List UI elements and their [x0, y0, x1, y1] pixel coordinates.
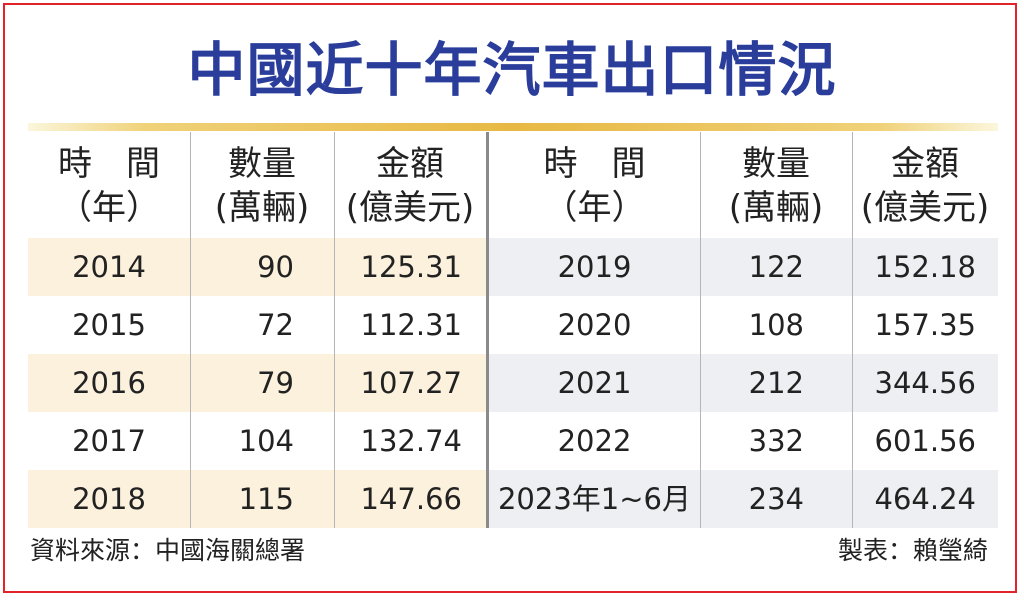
table-cell-year: 2019 [557, 250, 632, 284]
column-header-line1: 數量 [742, 144, 810, 184]
table-cell-amount: 107.27 [360, 366, 462, 400]
column-header-line1: 金額 [891, 144, 959, 184]
chart-title: 中國近十年汽車出口情況 [187, 36, 837, 104]
row-stripe-right [488, 238, 998, 296]
table-cell-amount: 125.31 [360, 250, 462, 284]
column-header-line2: （年） [543, 188, 646, 228]
column-header-line2: (億美元) [860, 188, 990, 228]
source-note: 資料來源：中國海關總署 [30, 536, 306, 565]
table-cell-amount: 464.24 [874, 482, 976, 516]
table-cell-amount: 344.56 [874, 366, 976, 400]
table-cell-amount: 157.35 [874, 308, 976, 342]
column-header-line1: 數量 [228, 144, 296, 184]
column-divider [852, 132, 853, 528]
table-cell-amount: 112.31 [360, 308, 462, 342]
table-cell-year: 2015 [72, 308, 146, 342]
table-cell-quantity: 72 [257, 308, 294, 342]
column-header-line1: 時 間 [543, 144, 646, 184]
credit-note: 製表：賴瑩綺 [837, 536, 988, 565]
column-header-line2: (萬輛) [728, 188, 824, 228]
table-cell-year: 2023年1~6月 [497, 482, 691, 516]
column-divider [334, 132, 335, 528]
table-cell-quantity: 122 [748, 250, 804, 284]
table-cell-quantity: 104 [238, 424, 294, 458]
table-cell-quantity: 234 [748, 482, 804, 516]
row-stripe-right [488, 470, 998, 528]
row-stripe-left [28, 354, 486, 412]
center-divider [486, 132, 489, 528]
table-cell-year: 2022 [557, 424, 632, 458]
row-stripe-right [488, 354, 998, 412]
table-cell-quantity: 108 [748, 308, 804, 342]
table-cell-amount: 132.74 [360, 424, 462, 458]
table-cell-year: 2017 [72, 424, 146, 458]
table-cell-quantity: 115 [238, 482, 294, 516]
table-cell-amount: 601.56 [874, 424, 976, 458]
column-header-line2: （年） [58, 188, 160, 228]
table-cell-year: 2014 [72, 250, 146, 284]
table-cell-amount: 152.18 [874, 250, 976, 284]
table-cell-quantity: 79 [257, 366, 294, 400]
column-divider [190, 132, 191, 528]
row-stripe-left [28, 470, 486, 528]
table-cell-year: 2020 [557, 308, 632, 342]
table-cell-quantity: 212 [748, 366, 804, 400]
table-cell-year: 2021 [557, 366, 632, 400]
column-header-line2: (億美元) [345, 188, 475, 228]
column-divider [700, 132, 701, 528]
column-header-line2: (萬輛) [214, 188, 310, 228]
gold-divider [28, 123, 998, 131]
table-cell-quantity: 90 [257, 250, 294, 284]
outer-frame [3, 3, 1017, 593]
column-header-line1: 金額 [376, 144, 444, 184]
table-cell-quantity: 332 [748, 424, 804, 458]
table-cell-year: 2016 [72, 366, 146, 400]
table-cell-year: 2018 [72, 482, 146, 516]
column-header-line1: 時 間 [58, 144, 160, 184]
row-stripe-left [28, 238, 486, 296]
table-cell-amount: 147.66 [360, 482, 462, 516]
